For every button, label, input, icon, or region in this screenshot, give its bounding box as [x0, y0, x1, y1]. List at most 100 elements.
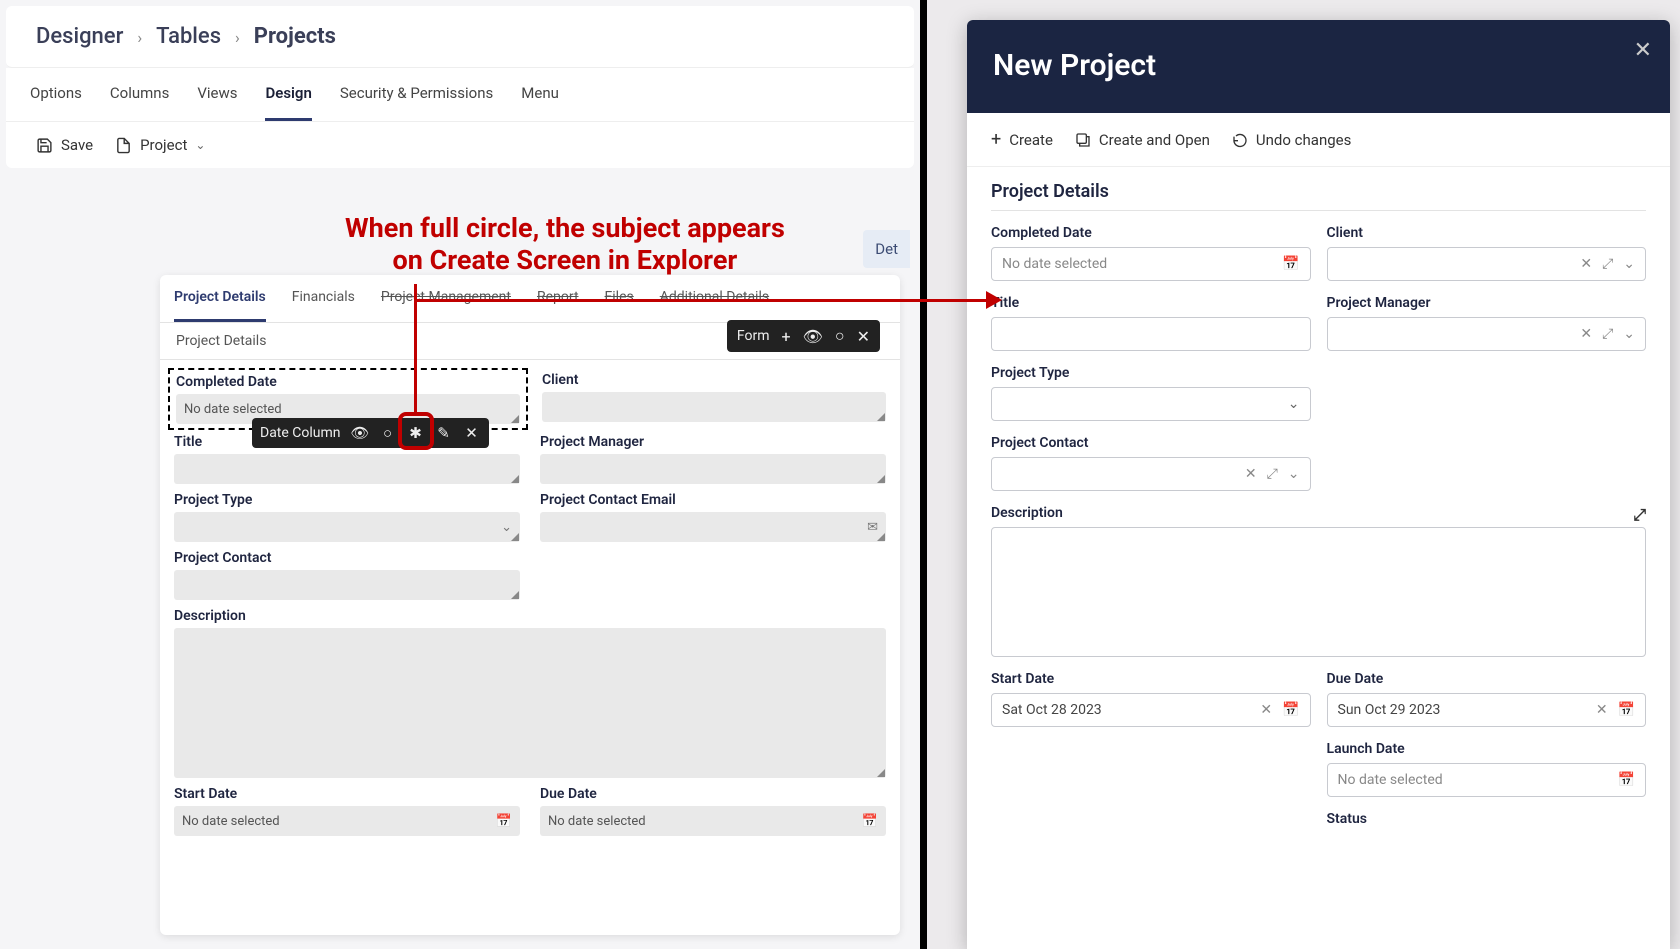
tab-views[interactable]: Views	[197, 68, 237, 121]
input-pcontact[interactable]	[174, 570, 520, 600]
field-description[interactable]: Description	[168, 604, 892, 782]
tab-menu[interactable]: Menu	[521, 68, 559, 121]
input-title[interactable]	[174, 454, 520, 484]
column-toolbar[interactable]: Date Column 👁 ○ ✱ ✎ ✕	[252, 418, 489, 448]
field-client[interactable]: Client	[536, 368, 892, 430]
crumb-tables[interactable]: Tables	[156, 24, 221, 49]
resize-handle[interactable]	[877, 475, 885, 483]
edit-icon[interactable]: ✎	[435, 424, 453, 442]
chevron-down-icon[interactable]: ⌄	[1623, 256, 1635, 272]
field-ptype[interactable]: Project Type ⌄	[168, 488, 526, 546]
field-pm[interactable]: Project Manager	[534, 430, 892, 488]
pinput-launch-date[interactable]: No date selected 📅	[1327, 763, 1647, 797]
calendar-icon[interactable]: 📅	[1282, 256, 1299, 272]
pinput-ptype[interactable]: ⌄	[991, 387, 1311, 421]
circle-icon[interactable]: ○	[379, 424, 397, 442]
field-start-date[interactable]: Start Date No date selected 📅	[168, 782, 526, 840]
input-ptype[interactable]: ⌄	[174, 512, 520, 542]
input-pm[interactable]	[540, 454, 886, 484]
clear-icon[interactable]: ✕	[1596, 702, 1608, 718]
save-button[interactable]: Save	[36, 136, 93, 154]
dtab-details[interactable]: Project Details	[174, 275, 266, 322]
chevron-down-icon[interactable]: ⌄	[1623, 326, 1635, 342]
pinput-start-date[interactable]: Sat Oct 28 2023 ✕ 📅	[991, 693, 1311, 727]
eye-icon[interactable]: 👁	[803, 327, 823, 346]
input-client[interactable]	[542, 392, 886, 422]
pval-due-date: Sun Oct 29 2023	[1338, 702, 1441, 718]
tab-options[interactable]: Options	[30, 68, 82, 121]
resize-handle[interactable]	[877, 413, 885, 421]
tab-columns[interactable]: Columns	[110, 68, 169, 121]
pval-start-date: Sat Oct 28 2023	[1002, 702, 1102, 718]
tab-design[interactable]: Design	[265, 68, 311, 121]
field-pcontact-email[interactable]: Project Contact Email ✉	[534, 488, 892, 546]
clear-icon[interactable]: ✕	[1260, 702, 1272, 718]
pinput-completed-date[interactable]: No date selected 📅	[991, 247, 1311, 281]
pinput-pm[interactable]: ✕ ⤢ ⌄	[1327, 317, 1647, 351]
close-icon[interactable]: ✕	[463, 424, 481, 442]
clear-icon[interactable]: ✕	[1580, 256, 1592, 272]
circle-icon[interactable]: ○	[835, 326, 845, 346]
close-icon[interactable]: ✕	[857, 327, 870, 346]
plabel-description-text: Description	[991, 505, 1063, 521]
pinput-pcontact[interactable]: ✕ ⤢ ⌄	[991, 457, 1311, 491]
dtab-additional[interactable]: Additional Details	[660, 275, 769, 322]
plabel-pcontact: Project Contact	[991, 435, 1311, 451]
pinput-client[interactable]: ✕ ⤢ ⌄	[1327, 247, 1647, 281]
dtab-pm[interactable]: Project Management	[381, 275, 511, 322]
input-start-date[interactable]: No date selected 📅	[174, 806, 520, 836]
close-icon[interactable]: ✕	[1634, 38, 1652, 63]
dtab-financials[interactable]: Financials	[292, 275, 355, 322]
plabel-completed-date: Completed Date	[991, 225, 1311, 241]
create-button[interactable]: + Create	[991, 129, 1053, 150]
undo-button[interactable]: Undo changes	[1232, 129, 1351, 150]
pinput-due-date[interactable]: Sun Oct 29 2023 ✕ 📅	[1327, 693, 1647, 727]
calendar-icon[interactable]: 📅	[1618, 702, 1635, 718]
chevron-right-icon: ›	[137, 28, 142, 47]
chevron-down-icon[interactable]: ⌄	[1288, 466, 1300, 482]
project-dropdown[interactable]: Project ⌄	[115, 136, 205, 154]
resize-handle[interactable]	[511, 415, 519, 423]
calendar-icon: 📅	[862, 814, 878, 829]
create-open-button[interactable]: Create and Open	[1075, 129, 1210, 150]
resize-handle[interactable]	[877, 769, 885, 777]
dtab-report[interactable]: Report	[537, 275, 579, 322]
plus-icon[interactable]: +	[782, 327, 791, 346]
label-pm: Project Manager	[540, 434, 886, 450]
input-description[interactable]	[174, 628, 886, 778]
explorer-pane: New Project ✕ + Create Create and Open U…	[927, 0, 1680, 949]
clear-icon[interactable]: ✕	[1245, 466, 1257, 482]
form-toolbar[interactable]: Form + 👁 ○ ✕	[727, 320, 880, 352]
annotation-line2: on Create Screen in Explorer	[345, 244, 785, 276]
eye-icon[interactable]: 👁	[351, 424, 369, 442]
expand-icon[interactable]: ⤢	[1633, 505, 1646, 525]
field-due-date[interactable]: Due Date No date selected 📅	[534, 782, 892, 840]
input-pcontact-email[interactable]: ✉	[540, 512, 886, 542]
asterisk-icon[interactable]: ✱	[407, 424, 425, 442]
calendar-icon[interactable]: 📅	[1618, 772, 1635, 788]
dtab-files[interactable]: Files	[605, 275, 634, 322]
open-icon[interactable]: ⤢	[1267, 466, 1278, 482]
open-icon[interactable]: ⤢	[1602, 326, 1613, 342]
chevron-down-icon[interactable]: ⌄	[1288, 396, 1300, 412]
tab-security[interactable]: Security & Permissions	[340, 68, 493, 121]
partial-button[interactable]: Det	[863, 230, 910, 268]
resize-handle[interactable]	[511, 591, 519, 599]
resize-handle[interactable]	[511, 533, 519, 541]
label-pcontact: Project Contact	[174, 550, 520, 566]
pinput-description[interactable]	[991, 527, 1646, 657]
pinput-title[interactable]	[991, 317, 1311, 351]
clear-icon[interactable]: ✕	[1580, 326, 1592, 342]
input-due-date[interactable]: No date selected 📅	[540, 806, 886, 836]
crumb-projects[interactable]: Projects	[254, 24, 336, 49]
calendar-icon[interactable]: 📅	[1282, 702, 1299, 718]
panel-actions: + Create Create and Open Undo changes	[967, 113, 1670, 167]
open-icon[interactable]: ⤢	[1602, 256, 1613, 272]
resize-handle[interactable]	[877, 533, 885, 541]
split-divider	[920, 0, 927, 949]
resize-handle[interactable]	[511, 475, 519, 483]
panel-body: Project Details Completed Date No date s…	[967, 167, 1670, 936]
plabel-ptype: Project Type	[991, 365, 1311, 381]
crumb-designer[interactable]: Designer	[36, 24, 123, 49]
field-pcontact[interactable]: Project Contact	[168, 546, 526, 604]
